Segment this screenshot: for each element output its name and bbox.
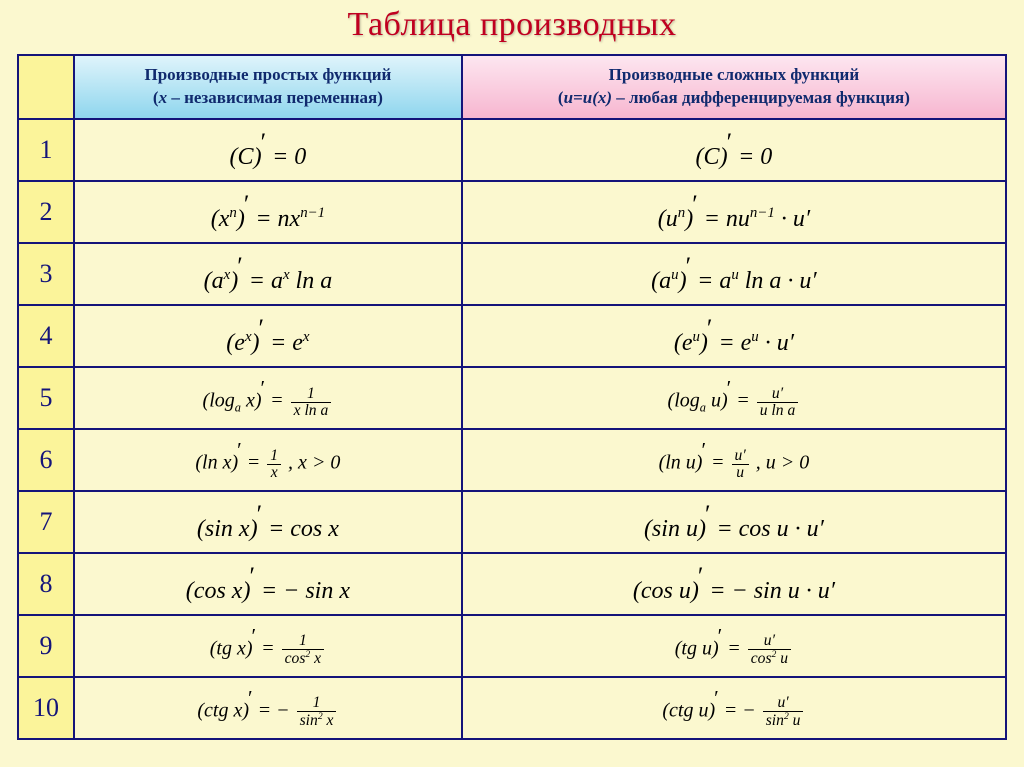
formula-simple: (ex)′ = ex [74,305,462,367]
table-row: 10(ctg x)′ = − 1sin2 x(ctg u)′ = − u′sin… [18,677,1006,739]
header-row: Производные простых функций (x – независ… [18,55,1006,119]
formula-complex: (ctg u)′ = − u′sin2 u [462,677,1006,739]
table-row: 2(xn)′ = nxn−1(un)′ = nun−1 · u′ [18,181,1006,243]
row-number: 7 [18,491,74,553]
formula-simple: (xn)′ = nxn−1 [74,181,462,243]
formula-complex: (tg u)′ = u′cos2 u [462,615,1006,677]
formula-complex: (loga u)′ = u′u ln a [462,367,1006,429]
formula-complex: (un)′ = nun−1 · u′ [462,181,1006,243]
table-row: 8(cos x)′ = − sin x(cos u)′ = − sin u · … [18,553,1006,615]
formula-complex: (au)′ = au ln a · u′ [462,243,1006,305]
header-complex-line1: Производные сложных функций [609,65,859,84]
table-row: 1(C)′ = 0(C)′ = 0 [18,119,1006,181]
header-simple-line2: (x – независимая переменная) [153,88,383,107]
formula-simple: (C)′ = 0 [74,119,462,181]
formula-complex: (eu)′ = eu · u′ [462,305,1006,367]
page-title: Таблица производных [348,6,677,44]
row-number: 8 [18,553,74,615]
table-row: 4(ex)′ = ex(eu)′ = eu · u′ [18,305,1006,367]
row-number: 1 [18,119,74,181]
header-complex: Производные сложных функций (u=u(x) – лю… [462,55,1006,119]
formula-simple: (ln x)′ = 1x , x > 0 [74,429,462,491]
header-complex-line2: (u=u(x) – любая дифференцируемая функция… [558,88,910,107]
row-number: 4 [18,305,74,367]
formula-complex: (cos u)′ = − sin u · u′ [462,553,1006,615]
table-row: 6(ln x)′ = 1x , x > 0(ln u)′ = u′u , u >… [18,429,1006,491]
formula-simple: (ax)′ = ax ln a [74,243,462,305]
formula-complex: (ln u)′ = u′u , u > 0 [462,429,1006,491]
formula-simple: (cos x)′ = − sin x [74,553,462,615]
table-row: 3(ax)′ = ax ln a(au)′ = au ln a · u′ [18,243,1006,305]
formula-simple: (loga x)′ = 1x ln a [74,367,462,429]
header-simple-line1: Производные простых функций [145,65,392,84]
formula-simple: (tg x)′ = 1cos2 x [74,615,462,677]
table-row: 9(tg x)′ = 1cos2 x(tg u)′ = u′cos2 u [18,615,1006,677]
row-number: 10 [18,677,74,739]
formula-complex: (sin u)′ = cos u · u′ [462,491,1006,553]
table-row: 7(sin x)′ = cos x(sin u)′ = cos u · u′ [18,491,1006,553]
formula-simple: (sin x)′ = cos x [74,491,462,553]
row-number: 3 [18,243,74,305]
header-empty [18,55,74,119]
formula-complex: (C)′ = 0 [462,119,1006,181]
row-number: 6 [18,429,74,491]
row-number: 5 [18,367,74,429]
header-simple: Производные простых функций (x – независ… [74,55,462,119]
row-number: 2 [18,181,74,243]
table-row: 5(loga x)′ = 1x ln a(loga u)′ = u′u ln a [18,367,1006,429]
derivatives-table: Производные простых функций (x – независ… [17,54,1007,740]
row-number: 9 [18,615,74,677]
formula-simple: (ctg x)′ = − 1sin2 x [74,677,462,739]
